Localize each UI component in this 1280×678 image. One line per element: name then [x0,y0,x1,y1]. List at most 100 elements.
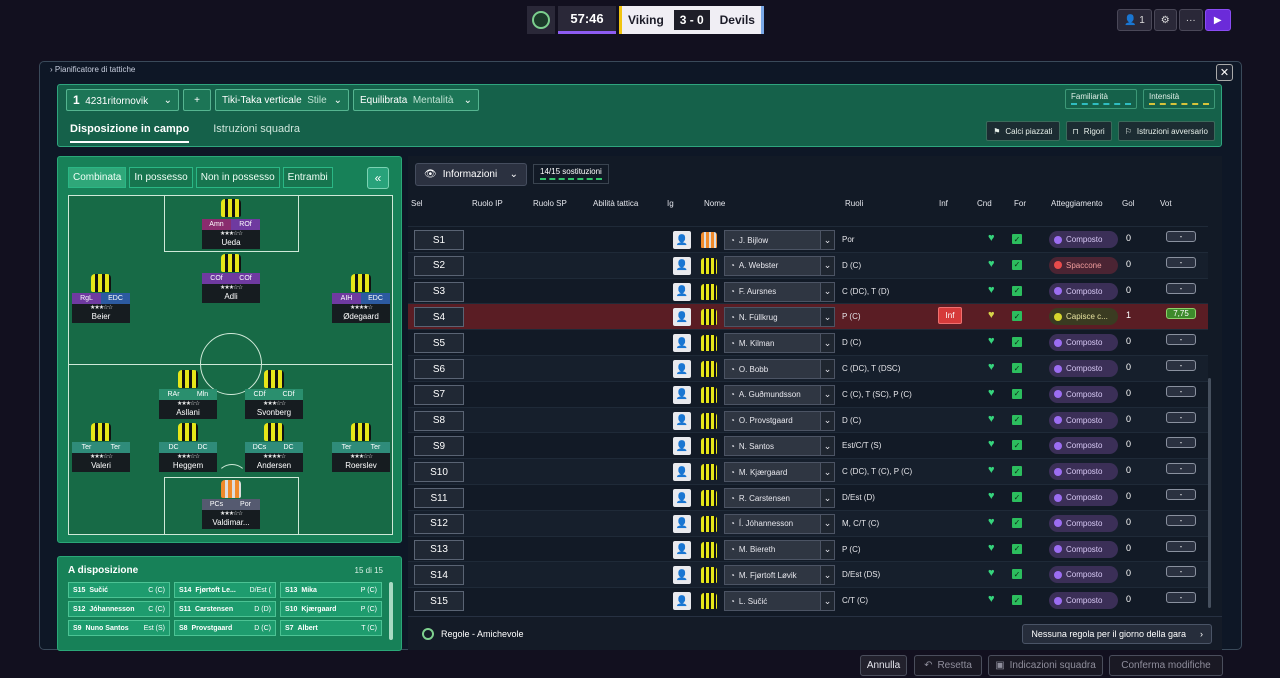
player-profile-icon[interactable]: 👤 [673,540,691,559]
player-select[interactable]: ◔ O. Bobb ⌄ [724,359,835,379]
slot-button[interactable]: S10 [414,462,464,483]
player-select[interactable]: ◔ N. Santos ⌄ [724,436,835,457]
slot-button[interactable]: S6 [414,359,464,379]
col-ruolo-sp[interactable]: Ruolo SP [533,199,567,208]
table-row[interactable]: S14 👤 ◔ M. Fjørtoft Løvik ⌄ D/Est (DS) ♥… [408,561,1208,588]
player-select[interactable]: ◔ F. Aursnes ⌄ [724,281,835,302]
mode-combinata[interactable]: Combinata [68,167,127,188]
tab-disposizione[interactable]: Disposizione in campo [70,123,190,143]
table-row[interactable]: S3 👤 ◔ F. Aursnes ⌄ C (DC), T (D) ♥ ✓ Co… [408,277,1208,304]
mode-entrambi[interactable]: Entrambi [282,167,333,188]
col-sel[interactable]: Sel [411,199,423,208]
table-row[interactable]: S4 👤 ◔ N. Füllkrug ⌄ P (C) Inf ♥ ✓ Capis… [408,303,1208,330]
table-row[interactable]: S9 👤 ◔ N. Santos ⌄ Est/C/T (S) ♥ ✓ Compo… [408,432,1208,458]
col-gol[interactable]: Gol [1122,199,1135,208]
bench-card[interactable]: S9 Nuno Santos Est (S) [68,620,170,636]
slot-button[interactable]: S8 [414,410,464,431]
player-profile-icon[interactable]: 👤 [673,514,691,533]
slot-button[interactable]: S3 [414,281,464,302]
col-atteggiamento[interactable]: Atteggiamento [1051,199,1103,208]
play-button[interactable]: ▶ [1204,9,1231,31]
table-row[interactable]: S1 👤 ◔ J. Bijlow ⌄ Por ♥ ✓ Composto 0 - [408,226,1208,252]
player-token[interactable]: CDf CDf ★★★☆☆ Svonberg [245,370,303,419]
slot-button[interactable]: S15 [414,591,464,612]
player-profile-icon[interactable]: 👤 [673,437,691,456]
player-select[interactable]: ◔ Í. Jóhannesson ⌄ [724,513,835,534]
player-profile-icon[interactable]: 👤 [673,256,691,275]
bench-card[interactable]: S8 Provstgaard D (C) [174,620,276,636]
users-button[interactable]: 👤 1 [1117,9,1152,31]
player-token[interactable]: RAr Mln ★★★☆☆ Asllani [159,370,217,419]
mode-in-possesso[interactable]: In possesso [129,167,193,188]
table-row[interactable]: S13 👤 ◔ M. Biereth ⌄ P (C) ♥ ✓ Composto … [408,535,1208,562]
set-pieces-button[interactable]: ⚑ Calci piazzati [986,121,1060,141]
player-select[interactable]: ◔ M. Biereth ⌄ [724,539,835,560]
table-row[interactable]: S6 👤 ◔ O. Bobb ⌄ C (DC), T (DSC) ♥ ✓ Com… [408,355,1208,381]
table-row[interactable]: S8 👤 ◔ O. Provstgaard ⌄ D (C) ♥ ✓ Compos… [408,406,1208,433]
mentality-select[interactable]: Equilibrata Mentalità ⌄ [353,89,479,111]
player-select[interactable]: ◔ O. Provstgaard ⌄ [724,410,835,431]
player-token[interactable]: Amn ROf ★★★☆☆ Ueda [202,218,260,249]
player-profile-icon[interactable]: 👤 [673,282,691,301]
slot-button[interactable]: S9 [414,436,464,457]
slot-button[interactable]: S13 [414,539,464,560]
table-row[interactable]: S10 👤 ◔ M. Kjærgaard ⌄ C (DC), T (C), P … [408,458,1208,485]
view-dropdown[interactable]: 👁 Informazioni ⌄ [415,163,527,186]
intensity-meter[interactable]: Intensità [1143,89,1215,109]
slot-button[interactable]: S14 [414,565,464,586]
player-token[interactable]: Ter Ter ★★★☆☆ Valeri [72,423,130,472]
bench-card[interactable]: S13 Mika P (C) [280,582,382,598]
slot-button[interactable]: S12 [414,513,464,534]
team-hints-button[interactable]: ▣ Indicazioni squadra [988,655,1103,676]
col-for[interactable]: For [1014,199,1026,208]
bench-card[interactable]: S10 Kjærgaard P (C) [280,601,382,617]
table-row[interactable]: S7 👤 ◔ A. Guðmundsson ⌄ C (C), T (SC), P… [408,380,1208,407]
slot-button[interactable]: S5 [414,333,464,354]
confirm-button[interactable]: Conferma modifiche [1109,655,1223,676]
player-token[interactable]: AIH EDC ★★★★☆ Ødegaard [332,274,390,323]
style-select[interactable]: Tiki-Taka verticale Stile ⌄ [215,89,349,111]
table-row[interactable]: S12 👤 ◔ Í. Jóhannesson ⌄ M, C/T (C) ♥ ✓ … [408,509,1208,536]
player-select[interactable]: ◔ J. Bijlow ⌄ [724,230,835,250]
add-tactic-button[interactable]: + [183,89,211,111]
bench-card[interactable]: S14 Fjørtoft Le... D/Est ( [174,582,276,598]
tab-istruzioni-squadra[interactable]: Istruzioni squadra [213,123,301,135]
player-select[interactable]: ◔ R. Carstensen ⌄ [724,488,835,508]
player-profile-icon[interactable]: 👤 [673,463,691,482]
player-select[interactable]: ◔ M. Fjørtoft Løvik ⌄ [724,565,835,586]
player-token[interactable]: DC DC ★★★☆☆ Heggem [159,423,217,472]
cancel-button[interactable]: Annulla [860,655,907,676]
player-profile-icon[interactable]: 👤 [673,334,691,353]
player-profile-icon[interactable]: 👤 [673,489,691,507]
slot-button[interactable]: S2 [414,255,464,276]
col-ruoli[interactable]: Ruoli [845,199,864,208]
player-select[interactable]: ◔ M. Kilman ⌄ [724,333,835,354]
slot-button[interactable]: S1 [414,230,464,250]
col-ig[interactable]: Ig [667,199,674,208]
player-select[interactable]: ◔ M. Kjærgaard ⌄ [724,462,835,483]
table-row[interactable]: S5 👤 ◔ M. Kilman ⌄ D (C) ♥ ✓ Composto 0 … [408,329,1208,355]
col-cnd[interactable]: Cnd [977,199,992,208]
reset-button[interactable]: ↶ Resetta [914,655,982,676]
mode-non-in-possesso[interactable]: Non in possesso [195,167,280,188]
player-profile-icon[interactable]: 👤 [673,592,691,611]
table-row[interactable]: S2 👤 ◔ A. Webster ⌄ D (C) ♥ ✓ Spaccone 0… [408,251,1208,278]
matchday-rules-button[interactable]: Nessuna regola per il giorno della gara … [1022,624,1212,644]
bench-card[interactable]: S11 Carstensen D (D) [174,601,276,617]
player-token[interactable] [202,199,260,217]
player-select[interactable]: ◔ A. Webster ⌄ [724,255,835,276]
col-inf[interactable]: Inf [939,199,948,208]
table-row[interactable]: S11 👤 ◔ R. Carstensen ⌄ D/Est (D) ♥ ✓ Co… [408,484,1208,510]
table-row[interactable]: S15 👤 ◔ L. Sučić ⌄ C/T (C) ♥ ✓ Composto … [408,587,1208,613]
col-ruolo-ip[interactable]: Ruolo IP [472,199,503,208]
player-profile-icon[interactable]: 👤 [673,566,691,585]
collapse-button[interactable]: « [367,167,389,189]
player-profile-icon[interactable]: 👤 [673,360,691,378]
bench-card[interactable]: S15 Sučić C (C) [68,582,170,598]
player-profile-icon[interactable]: 👤 [673,411,691,430]
table-scrollbar[interactable] [1208,378,1211,608]
bench-card[interactable]: S12 Jóhannesson C (C) [68,601,170,617]
familiarity-meter[interactable]: Familiarità [1065,89,1137,109]
formation-select[interactable]: 1 4231ritornovik ⌄ [66,89,179,111]
more-button[interactable]: ··· [1178,9,1203,31]
